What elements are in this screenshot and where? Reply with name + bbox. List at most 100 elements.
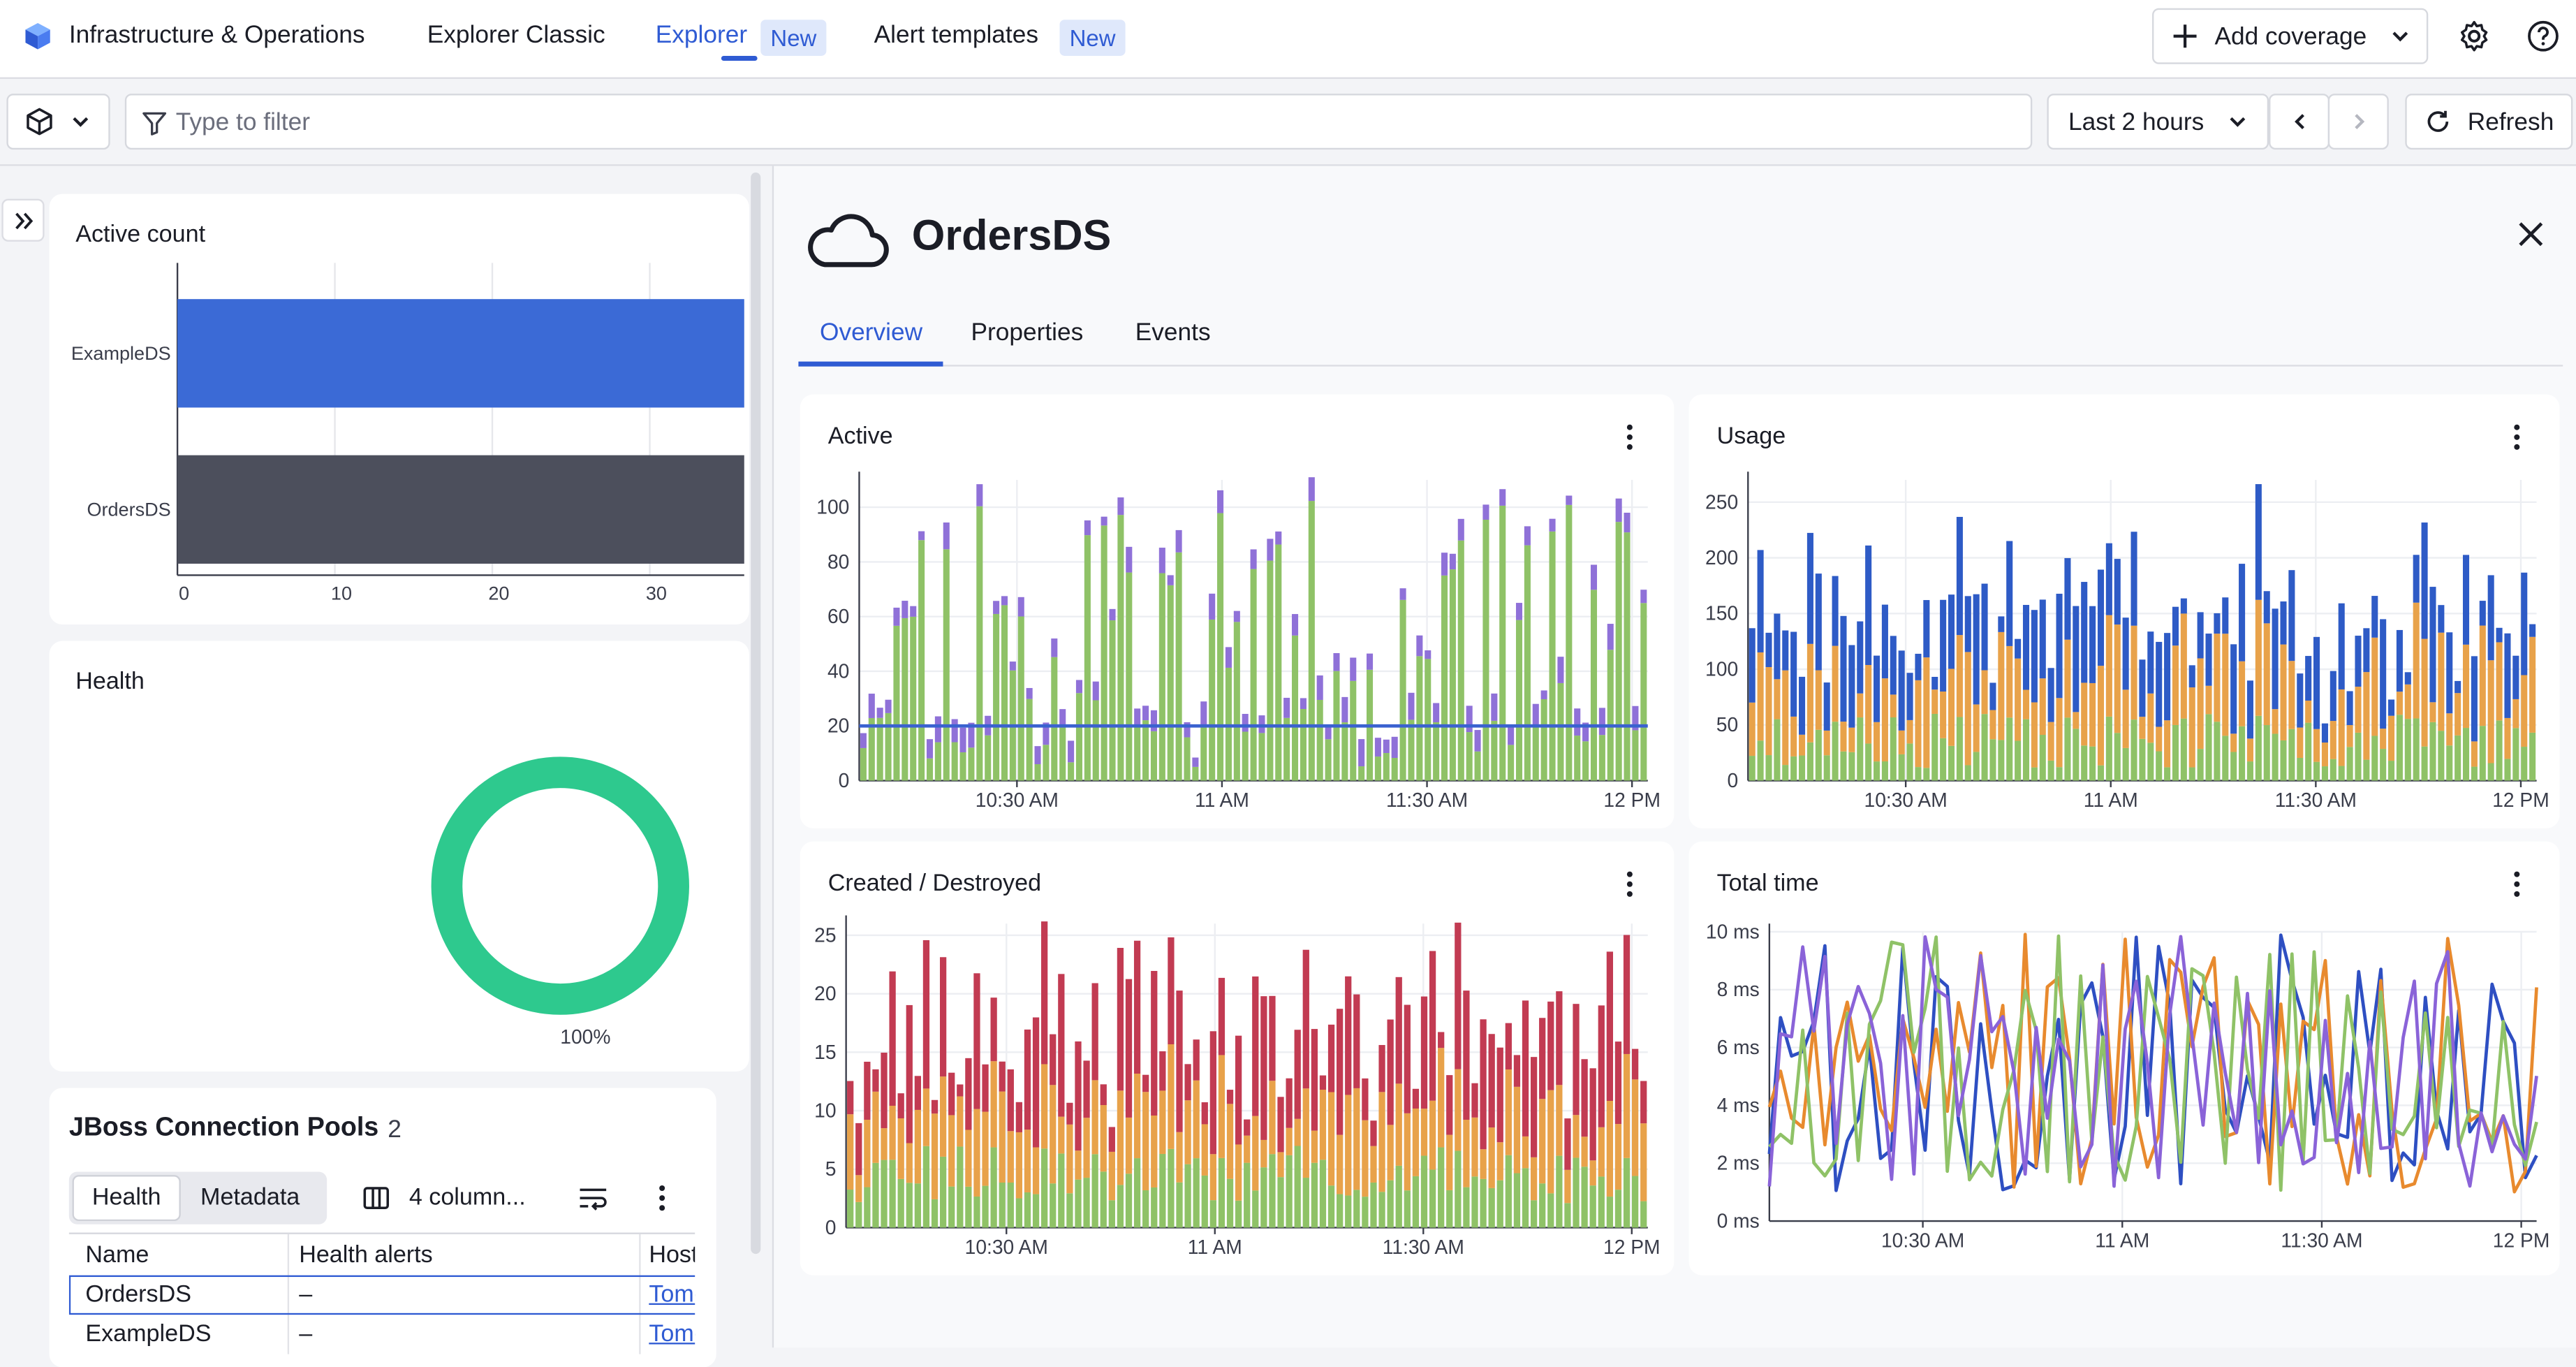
bar-segment [1362,1197,1369,1228]
tab-properties[interactable]: Properties [971,319,1084,347]
tab-events[interactable]: Events [1135,319,1211,347]
bar-segment [1283,697,1290,718]
timeframe-previous-button[interactable] [2269,94,2330,150]
columns-button-label[interactable]: 4 column... [409,1185,526,1211]
more-options-icon[interactable] [1623,870,1636,899]
bar-segment [1606,1197,1614,1228]
bar-segment [2130,719,2137,781]
tab-overview[interactable]: Overview [819,319,923,347]
bar-segment [1474,730,1481,752]
bar-segment [1915,653,1922,680]
more-options-icon[interactable] [2510,423,2524,452]
columns-icon[interactable] [363,1185,390,1211]
refresh-button[interactable]: Refresh [2405,94,2573,150]
timeframe-next-button[interactable] [2327,94,2389,150]
bar-segment [1631,1079,1639,1176]
bar-segment [1084,520,1091,536]
bar-segment [1283,717,1290,781]
bar-segment [2321,743,2328,767]
timeframe-selector[interactable]: Last 2 hours [2047,94,2269,150]
bar-segment [943,549,950,781]
x-tick-label: 12 PM [2493,1229,2550,1252]
host-link[interactable]: Tom- [649,1321,695,1348]
bar-segment [2388,761,2395,781]
bar-segment [1420,996,1428,1109]
expand-sidebar-button[interactable] [1,198,45,242]
bar-segment [985,735,992,781]
bar-segment [922,1088,930,1146]
segment-metadata[interactable]: Metadata [200,1185,300,1211]
bar-segment [2272,608,2279,710]
bar-segment [2446,713,2453,746]
bar-segment [1316,675,1323,700]
health-donut-chart [431,756,689,1015]
total-time-chart-card: Total time 10 ms 8 ms 6 ms 4 ms 2 ms 0 ms 10:3… [1688,841,2560,1275]
settings-gear-icon[interactable] [2458,20,2491,52]
bar-segment [1574,708,1581,736]
x-tick-label: 12 PM [1603,1236,1661,1258]
bar-segment [1757,652,1764,741]
column-header-name[interactable]: Name [68,1234,290,1275]
column-header-health-alerts[interactable]: Health alerts [288,1234,641,1275]
chevron-down-icon [2392,31,2408,42]
column-header-host[interactable]: Host [649,1241,695,1269]
bar-segment [1026,687,1033,699]
bar-segment [1325,725,1332,740]
bar-segment [2529,636,2536,733]
close-icon[interactable] [2517,220,2545,248]
bar-segment [1308,477,1315,502]
host-link[interactable]: Tom- [649,1282,695,1308]
bar-segment [2454,680,2461,694]
bar-segment [1108,1200,1115,1228]
tab-alert-templates[interactable]: Alert templates [874,21,1039,50]
bar-segment [885,712,892,781]
filter-input[interactable]: Type to filter [124,94,2033,150]
add-coverage-button[interactable]: Add coverage [2152,8,2429,64]
more-options-icon[interactable] [1623,423,1636,452]
table-row[interactable]: ExampleDS – Tom- [68,1315,695,1354]
bar-segment [1362,1120,1369,1197]
bar-segment [1556,1085,1563,1156]
created-destroyed-chart-title: Created / Destroyed [827,870,1042,898]
bar-segment [1906,673,1913,720]
more-options-icon[interactable] [2510,870,2524,899]
detail-title: OrdersDS [911,210,1112,260]
x-tick-label: 11 AM [1195,789,1249,811]
table-row[interactable]: OrdersDS – Tom- [68,1275,695,1315]
bar-segment [889,1105,896,1160]
wrap-text-icon[interactable] [578,1185,608,1211]
bar-segment [1615,522,1622,781]
left-panel-scrollbar[interactable] [751,173,761,1255]
bar-segment [1319,1090,1327,1160]
bar-segment [1832,645,1839,722]
more-options-icon[interactable] [656,1183,669,1213]
x-tick-label: 30 [646,583,667,604]
help-icon[interactable] [2526,20,2559,52]
bar-segment [1832,576,1839,646]
filter-placeholder: Type to filter [175,108,310,137]
bar-segment [2487,575,2494,661]
bar-segment [1848,752,1855,781]
bar-segment [1574,736,1581,781]
bar-segment [973,1109,980,1197]
bar-segment [2172,606,2179,646]
bar-segment [926,758,934,781]
bar-segment [2205,685,2212,715]
bar-segment [2496,627,2503,643]
bar-segment [1508,727,1515,745]
bar-segment [1193,1158,1200,1228]
tab-explorer-classic[interactable]: Explorer Classic [427,21,605,50]
bar-segment [1823,682,1830,731]
bar-segment [847,1081,854,1115]
bar-segment [1624,532,1631,781]
tab-explorer[interactable]: Explorer [655,21,748,50]
bar-segment [1981,714,1988,781]
entity-type-selector[interactable] [6,94,110,150]
bar-segment [939,1156,947,1228]
segment-health[interactable]: Health [72,1175,181,1222]
bar-segment [1117,515,1124,781]
bar-segment [1749,756,1756,781]
bar-segment [1075,1179,1082,1228]
bar-segment [1640,1081,1647,1124]
bar-segment [1806,532,1813,644]
